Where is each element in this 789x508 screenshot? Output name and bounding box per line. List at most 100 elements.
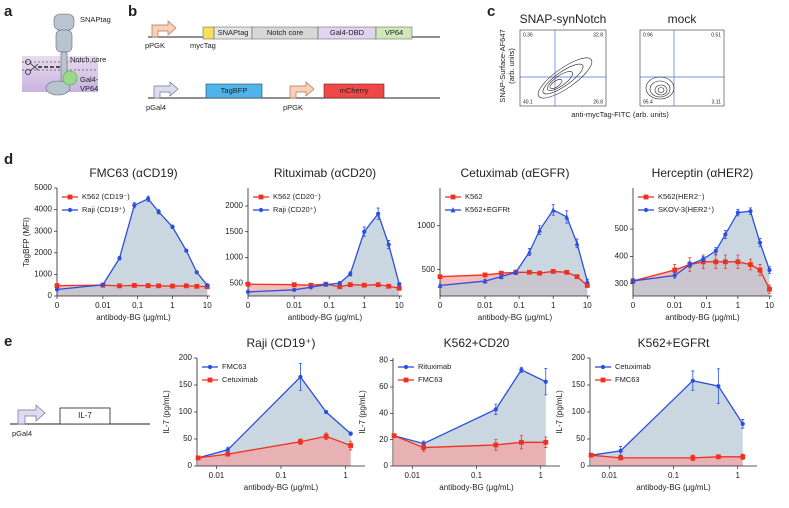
label: VP64 [385, 28, 403, 37]
label: mycTag [190, 41, 216, 50]
legend-label: K562 (CD20⁻) [273, 192, 321, 201]
legend-label: SKOV-3(HER2⁺) [658, 205, 715, 214]
plot-frame [639, 29, 725, 107]
area [591, 380, 743, 466]
mcherry-box [323, 83, 385, 99]
marker [117, 256, 122, 261]
marker [362, 229, 367, 234]
y-tick-label: 0 [188, 461, 193, 470]
area [248, 213, 400, 296]
label: VP64 [80, 84, 98, 93]
promoter [17, 404, 46, 425]
y-tick-label: 4000 [34, 205, 52, 214]
quadrant-value: 40.1 [523, 99, 533, 105]
x-tick-label: 0.01 [477, 301, 493, 310]
scissors-icon [25, 59, 39, 75]
x-tick-label: 0 [246, 301, 251, 310]
quadrant-value: 32.8 [593, 32, 603, 38]
label: Notch core [267, 28, 303, 37]
label: pPGK [283, 103, 303, 112]
legend-marker [450, 207, 456, 213]
y-tick-label: 2000 [225, 201, 243, 210]
marker [291, 282, 297, 288]
label: pGal4 [146, 103, 166, 112]
marker [564, 269, 570, 275]
marker [498, 270, 504, 276]
legend-label: K562+EGFRt [465, 205, 511, 214]
area [440, 209, 588, 296]
marker [672, 267, 678, 273]
y-tick-label: 1000 [225, 253, 243, 262]
y-axis-label: (arb. units) [507, 48, 516, 84]
marker [588, 452, 594, 458]
x-tick-label: 0.1 [275, 471, 287, 480]
legend-marker [643, 194, 649, 200]
y-tick-label: 0 [581, 461, 586, 470]
label: Gal4- [80, 75, 99, 84]
x-tick-label: 0.01 [209, 471, 225, 480]
chart-title: K562+EGFRt [638, 336, 710, 350]
y-axis-label: IL-7 (pg/mL) [358, 390, 367, 434]
legend-label: FMC63 [222, 362, 247, 371]
y-tick-label: 200 [572, 353, 586, 362]
marker [361, 282, 367, 288]
marker [735, 210, 740, 215]
legend-label: Raji (CD20⁺) [273, 205, 317, 214]
marker [245, 289, 251, 294]
gal4-vp64-shape [62, 70, 78, 86]
legend-marker [258, 194, 264, 200]
marker [550, 269, 556, 274]
legend-marker [403, 364, 409, 370]
y-axis-label: IL-7 (pg/mL) [162, 390, 171, 434]
x-tick-label: 0.1 [668, 471, 680, 480]
x-tick-label: 10 [203, 301, 212, 310]
y-tick-label: 500 [615, 224, 629, 233]
label: Gal4-DBD [330, 28, 365, 37]
line [632, 210, 771, 282]
y-axis-label: SNAP-Surface-AF647 [498, 29, 507, 102]
marker [767, 286, 772, 292]
marker [757, 240, 763, 245]
marker [574, 274, 580, 280]
y-tick-label: 150 [572, 380, 586, 389]
legend-label: FMC63 [418, 375, 443, 384]
area [394, 369, 546, 466]
y-tick-label: 500 [422, 265, 436, 274]
y-tick-label: 5000 [34, 183, 52, 192]
x-tick-label: 0.1 [701, 301, 713, 310]
marker [156, 209, 161, 214]
marker [292, 287, 297, 292]
line [247, 212, 400, 293]
y-tick-label: 50 [576, 434, 585, 443]
marker [550, 207, 556, 213]
marker [145, 283, 151, 289]
y-tick-label: 500 [230, 278, 244, 287]
legend-marker [67, 194, 73, 200]
marker [397, 282, 402, 287]
marker [526, 269, 532, 275]
marker [348, 431, 353, 436]
line [56, 284, 208, 288]
marker [396, 285, 402, 291]
y-axis-label: TagBFP (MFI) [22, 217, 31, 267]
marker [767, 267, 772, 273]
label: pPGK [145, 41, 165, 50]
y-tick-label: 50 [183, 434, 192, 443]
legend-marker [67, 207, 73, 213]
marker [713, 248, 718, 253]
x-tick-label: 1 [362, 301, 367, 310]
y-tick-label: 20 [379, 435, 388, 444]
marker [757, 267, 763, 273]
label: mCherry [340, 86, 369, 95]
y-tick-label: 150 [179, 380, 193, 389]
marker [117, 283, 122, 289]
quadrant-value: 3.11 [712, 99, 722, 105]
panel-b: pPGK mycTag SNAPtag Notch core Gal4-DBD … [145, 20, 440, 112]
legend-marker [207, 364, 213, 370]
marker [687, 262, 692, 267]
line [56, 197, 208, 291]
marker [437, 282, 443, 288]
marker [672, 273, 677, 278]
x-axis-label: antibody-BG (μg/mL) [636, 483, 711, 492]
legend-marker [403, 377, 409, 383]
